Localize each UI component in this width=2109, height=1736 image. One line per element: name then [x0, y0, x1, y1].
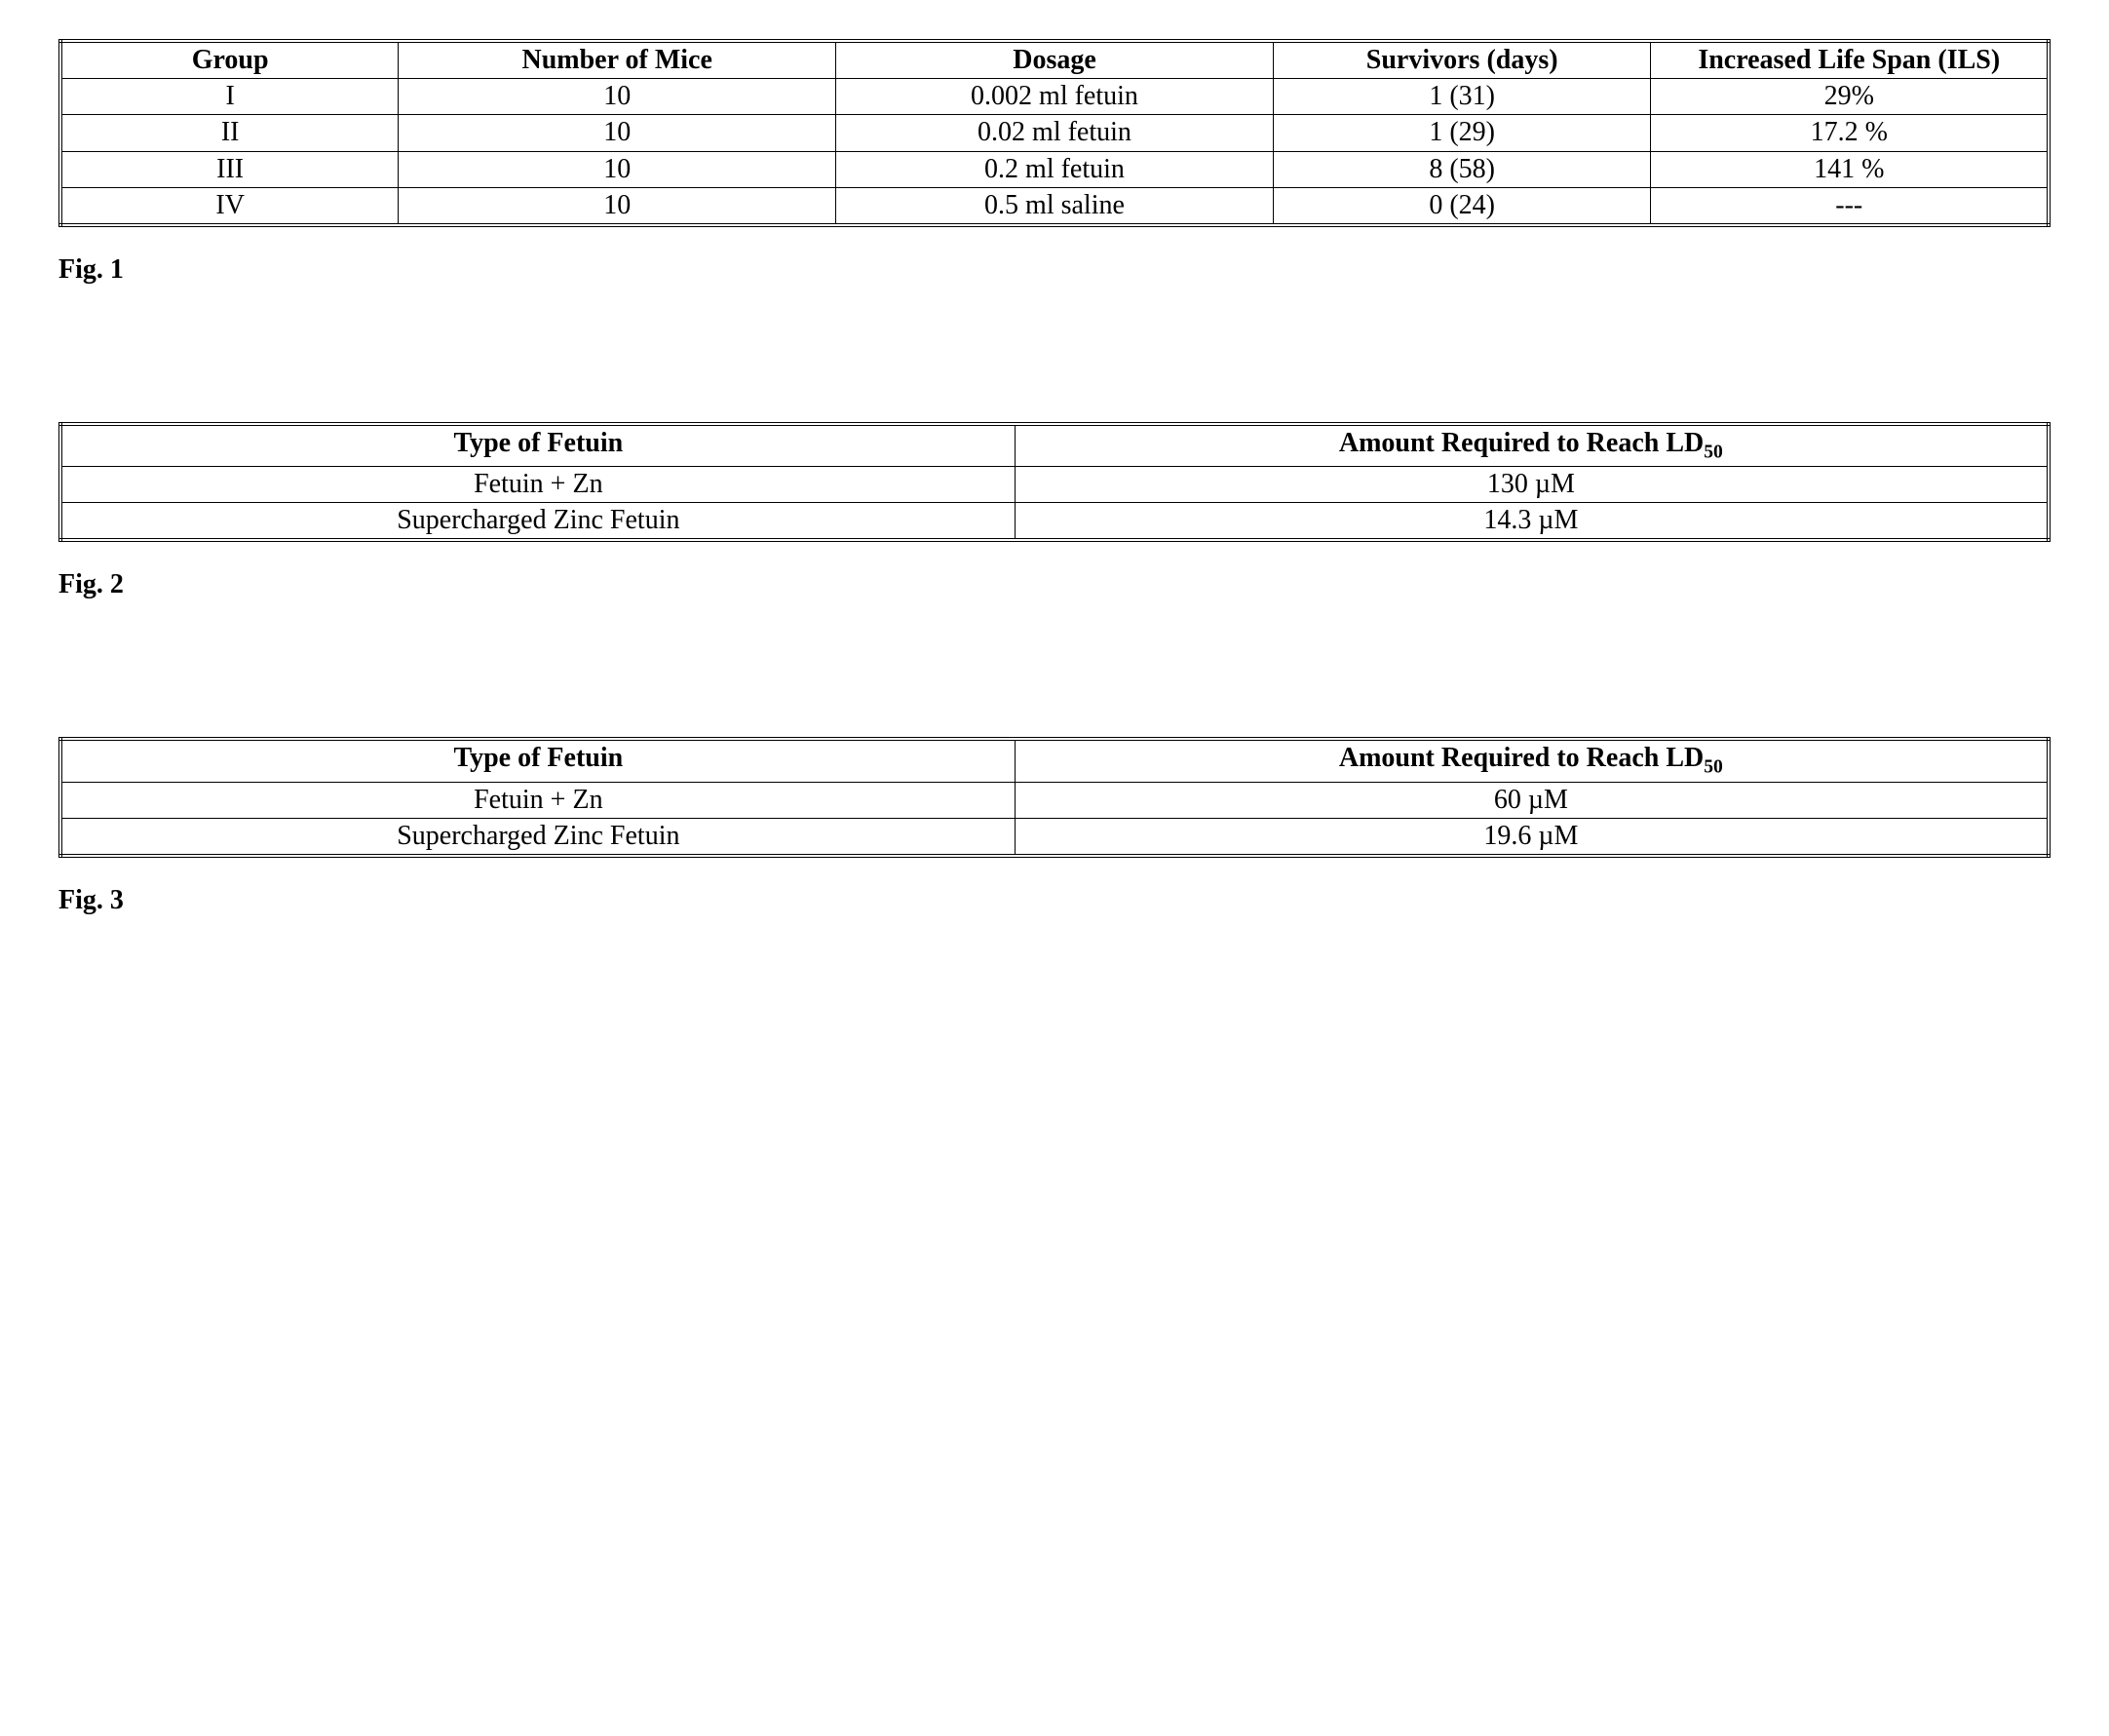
column-header: Increased Life Span (ILS) — [1651, 41, 2049, 79]
figure-block: Type of FetuinAmount Required to Reach L… — [58, 737, 2051, 916]
column-header: Amount Required to Reach LD50 — [1015, 424, 2049, 467]
table-cell: 10 — [399, 187, 836, 225]
table-cell: 1 (29) — [1273, 115, 1651, 151]
table-cell: Supercharged Zinc Fetuin — [60, 503, 1015, 541]
table-cell: 14.3 µM — [1015, 503, 2049, 541]
table-cell: 0.2 ml fetuin — [836, 151, 1274, 187]
table-cell: 29% — [1651, 79, 2049, 115]
table-row: Supercharged Zinc Fetuin19.6 µM — [60, 818, 2049, 856]
table-header-row: Type of FetuinAmount Required to Reach L… — [60, 424, 2049, 467]
table-cell: 0 (24) — [1273, 187, 1651, 225]
table-row: II100.02 ml fetuin1 (29)17.2 % — [60, 115, 2049, 151]
table-cell: 10 — [399, 151, 836, 187]
table-cell: 0.002 ml fetuin — [836, 79, 1274, 115]
column-header: Amount Required to Reach LD50 — [1015, 739, 2049, 782]
column-header: Survivors (days) — [1273, 41, 1651, 79]
table-cell: Fetuin + Zn — [60, 782, 1015, 818]
table-cell: 141 % — [1651, 151, 2049, 187]
column-header: Dosage — [836, 41, 1274, 79]
ld50-subscript: 50 — [1704, 757, 1723, 778]
table-cell: 10 — [399, 115, 836, 151]
column-header: Type of Fetuin — [60, 739, 1015, 782]
figure-caption: Fig. 2 — [58, 569, 2051, 600]
data-table: Type of FetuinAmount Required to Reach L… — [58, 737, 2051, 858]
table-cell: 0.5 ml saline — [836, 187, 1274, 225]
table-cell: 0.02 ml fetuin — [836, 115, 1274, 151]
table-header-row: GroupNumber of MiceDosageSurvivors (days… — [60, 41, 2049, 79]
table-row: Fetuin + Zn60 µM — [60, 782, 2049, 818]
table-cell: 10 — [399, 79, 836, 115]
table-row: I100.002 ml fetuin1 (31)29% — [60, 79, 2049, 115]
table-cell: 17.2 % — [1651, 115, 2049, 151]
figure-caption: Fig. 3 — [58, 885, 2051, 916]
column-header: Group — [60, 41, 399, 79]
column-header: Number of Mice — [399, 41, 836, 79]
table-header-row: Type of FetuinAmount Required to Reach L… — [60, 739, 2049, 782]
table-row: IV100.5 ml saline0 (24)--- — [60, 187, 2049, 225]
table-cell: II — [60, 115, 399, 151]
table-cell: I — [60, 79, 399, 115]
ld50-subscript: 50 — [1704, 443, 1723, 463]
table-cell: Fetuin + Zn — [60, 467, 1015, 503]
table-cell: 1 (31) — [1273, 79, 1651, 115]
figure-block: GroupNumber of MiceDosageSurvivors (days… — [58, 39, 2051, 286]
table-row: Fetuin + Zn130 µM — [60, 467, 2049, 503]
figure-caption: Fig. 1 — [58, 254, 2051, 286]
table-cell: Supercharged Zinc Fetuin — [60, 818, 1015, 856]
figure-block: Type of FetuinAmount Required to Reach L… — [58, 422, 2051, 601]
table-cell: IV — [60, 187, 399, 225]
table-cell: 19.6 µM — [1015, 818, 2049, 856]
column-header: Type of Fetuin — [60, 424, 1015, 467]
table-cell: III — [60, 151, 399, 187]
document-root: GroupNumber of MiceDosageSurvivors (days… — [58, 39, 2051, 916]
table-cell: 60 µM — [1015, 782, 2049, 818]
table-row: Supercharged Zinc Fetuin14.3 µM — [60, 503, 2049, 541]
table-row: III100.2 ml fetuin8 (58)141 % — [60, 151, 2049, 187]
table-cell: 130 µM — [1015, 467, 2049, 503]
data-table: GroupNumber of MiceDosageSurvivors (days… — [58, 39, 2051, 227]
table-cell: --- — [1651, 187, 2049, 225]
table-cell: 8 (58) — [1273, 151, 1651, 187]
data-table: Type of FetuinAmount Required to Reach L… — [58, 422, 2051, 543]
